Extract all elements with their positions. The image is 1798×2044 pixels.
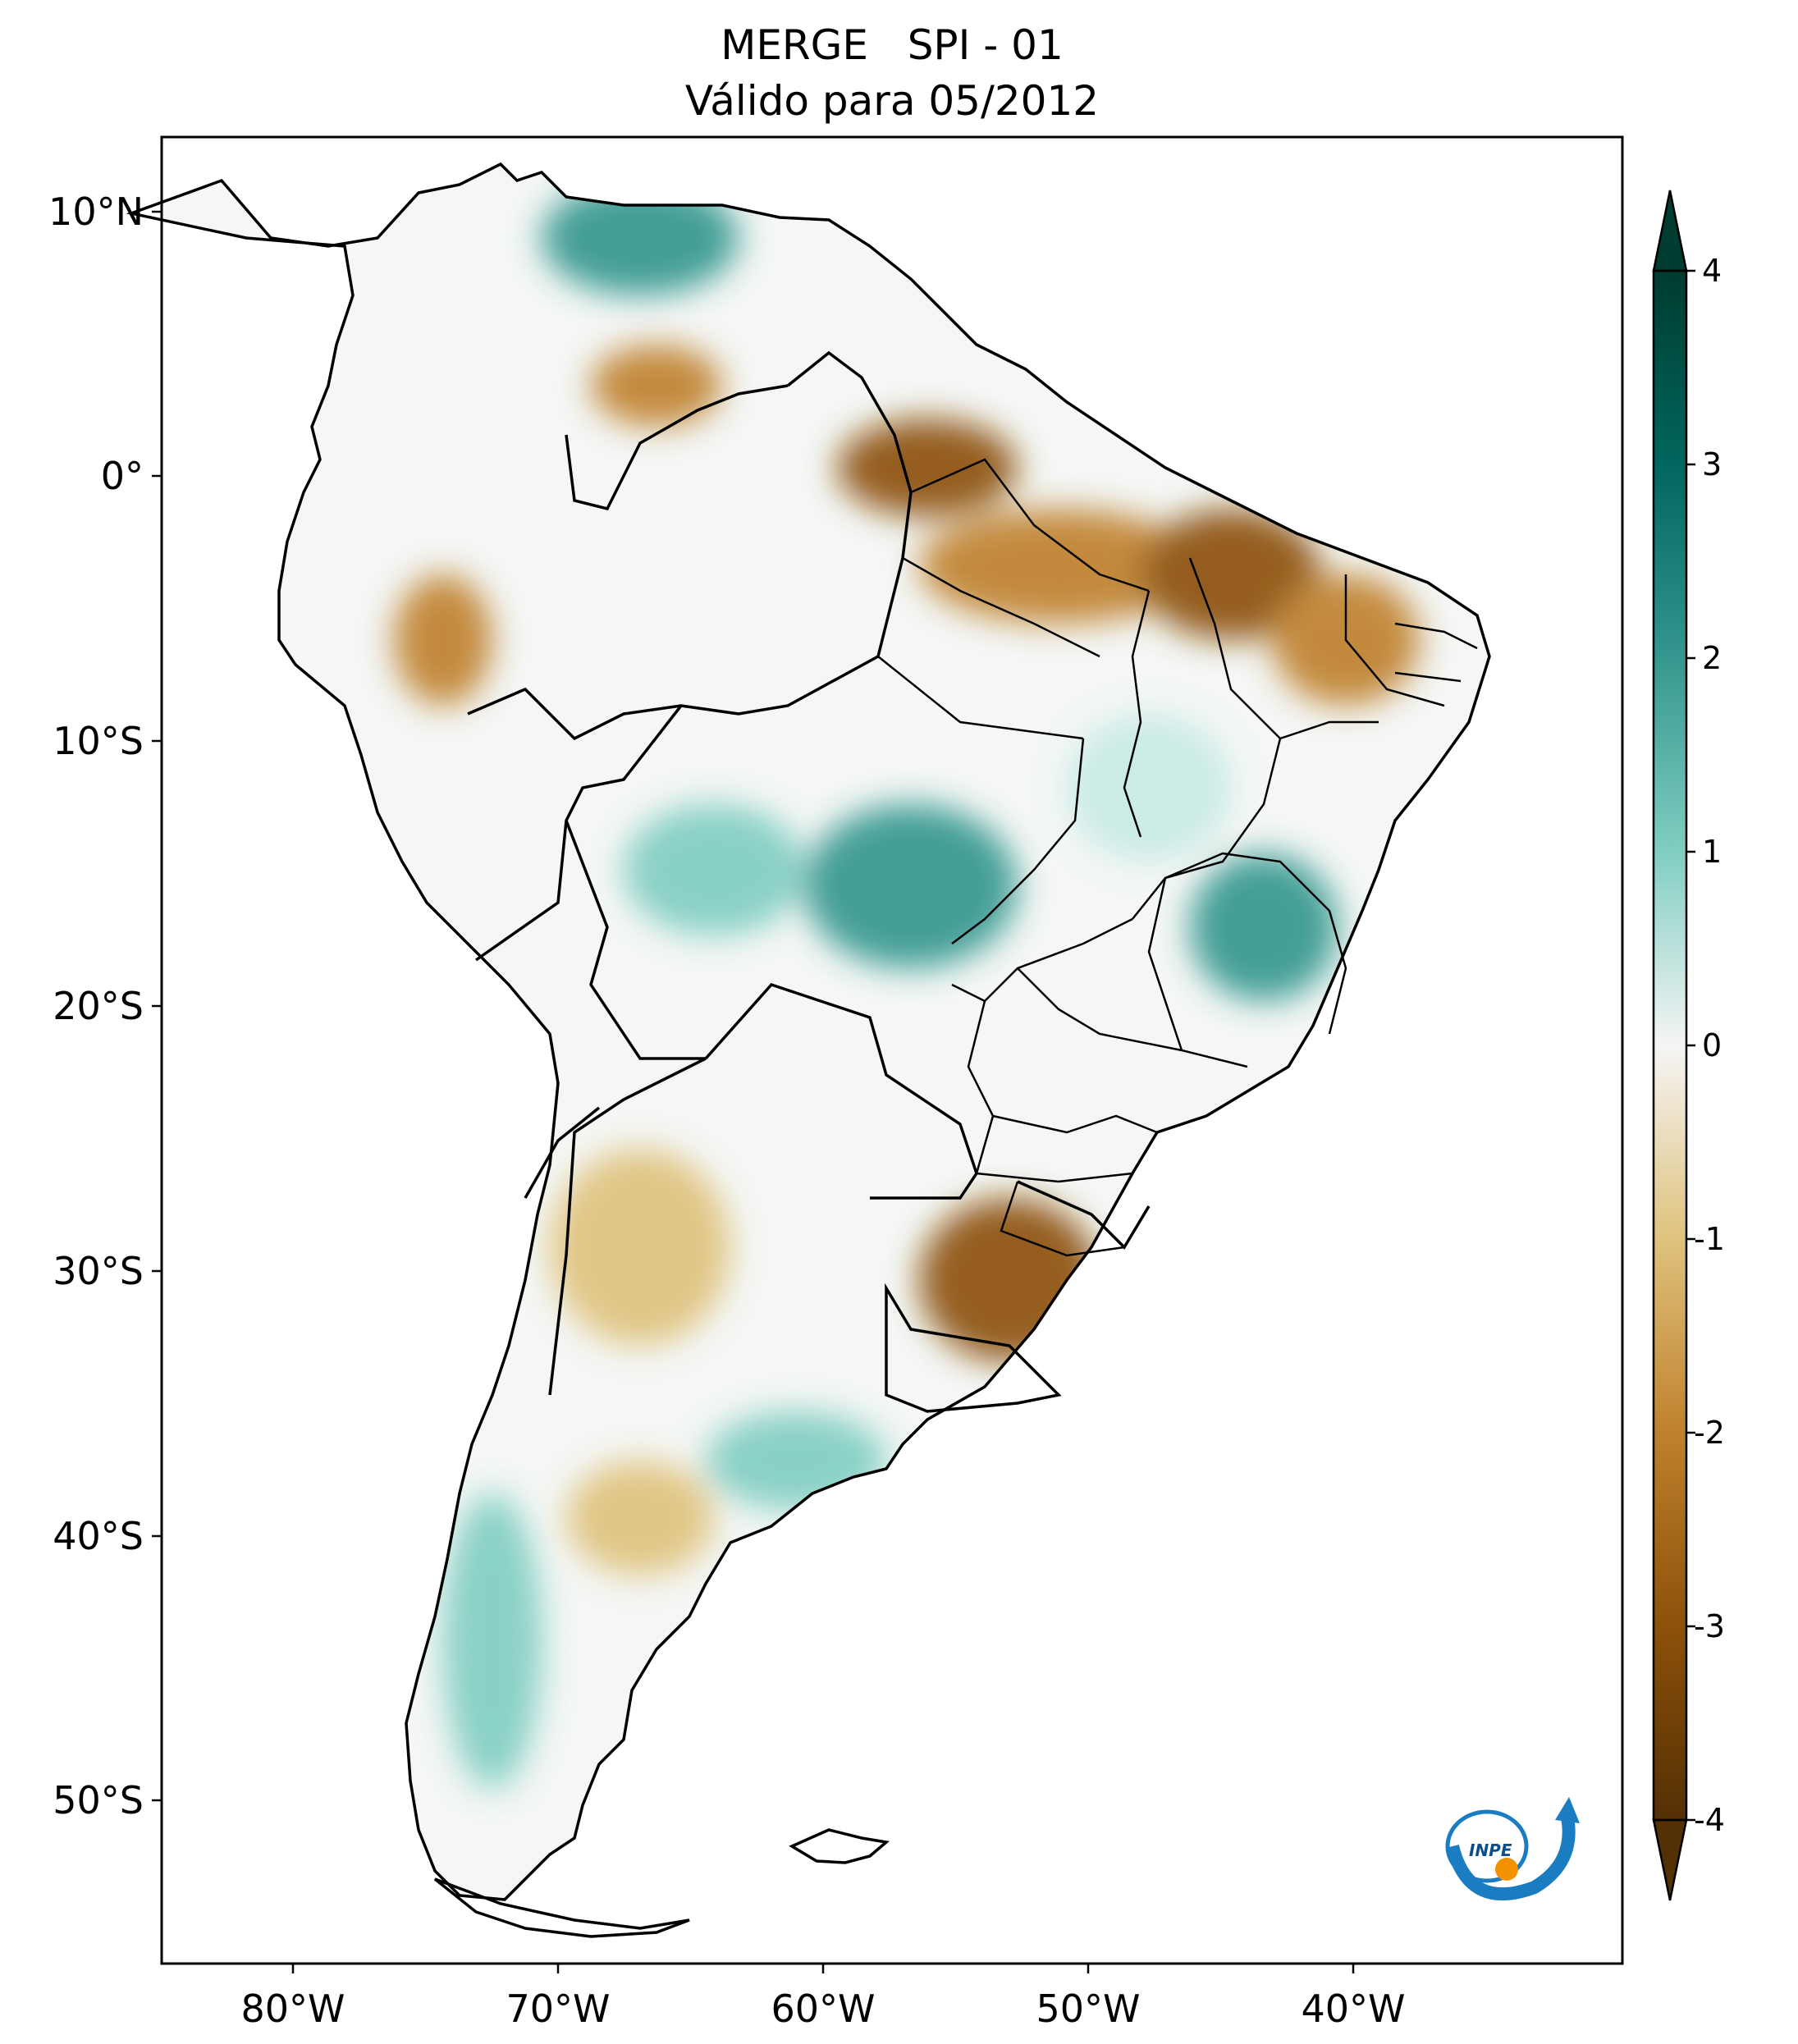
dry-anomaly-para [919,509,1198,624]
tierra-del-fuego [433,1877,690,1938]
colorbar-tick-label: -2 [1694,1415,1725,1451]
lon-tick-label: 50°W [1036,1987,1140,2031]
falkland-islands [789,1828,890,1864]
dry-anomaly-argentina-north [550,1149,730,1346]
logo-sun-icon [1495,1858,1518,1881]
lat-tick-label: 50°S [53,1778,144,1822]
lat-tick-label: 10°N [48,190,144,234]
wet-anomaly-venezuela [542,181,739,295]
wet-anomaly-goias [1067,714,1231,862]
longitude-ticks: 80°W 70°W 60°W 50°W 40°W [240,1964,1406,2031]
chart-title: MERGE SPI - 01 [721,21,1064,69]
logo-arrow-icon [1555,1797,1580,1823]
lon-tick-label: 60°W [771,1987,875,2031]
lon-tick-label: 70°W [506,1987,610,2031]
colorbar-tick-label: 2 [1702,640,1722,676]
dry-anomaly-north [837,418,1018,517]
continent-coastline [126,162,1491,1901]
colorbar-tick-label: 0 [1702,1027,1722,1063]
lat-tick-label: 20°S [53,984,144,1028]
lon-tick-label: 40°W [1301,1987,1405,2031]
country-borders [467,350,1151,1413]
colorbar-extend-max [1652,190,1688,272]
colorbar-tick-label: 3 [1702,446,1722,482]
lon-tick-label: 80°W [240,1987,345,2031]
dry-anomaly-northeast [1141,509,1321,640]
lat-tick-label: 40°S [53,1514,144,1558]
chart-subtitle: Válido para 05/2012 [684,77,1100,125]
colorbar-body [1654,271,1686,1820]
wet-anomaly-minas-gerais [1190,853,1338,1001]
colorbar-tick-label: -1 [1694,1221,1725,1257]
logo-text: INPE [1469,1841,1512,1860]
wet-anomaly-chile-south [443,1493,542,1789]
colorbar-tick-label: -4 [1694,1802,1725,1838]
colorbar-tick-label: 4 [1702,253,1722,289]
dry-anomaly-peru [394,574,492,706]
dry-anomaly-colombia [591,345,722,427]
latitude-ticks: 10°N 0° 10°S 20°S 30°S 40°S 50°S [48,190,162,1822]
dry-anomaly-patagonia [566,1461,714,1575]
islands [433,1828,890,1938]
colorbar: 4 3 2 1 0 -1 -2 -3 -4 [1652,190,1725,1901]
colorbar-tick-label: -3 [1694,1608,1725,1644]
inpe-logo: INPE [1445,1797,1580,1901]
map-frame [160,135,1624,1965]
lat-tick-label: 0° [101,454,144,498]
wet-anomaly-mato-grosso [804,804,1018,968]
wet-anomaly-bolivia [624,804,804,935]
lat-tick-label: 10°S [53,719,144,763]
state-borders [877,458,1478,1257]
lat-tick-label: 30°S [53,1249,144,1293]
logo-orbit [1445,1809,1529,1883]
colorbar-extend-min [1652,1818,1688,1901]
logo-swoosh [1446,1816,1576,1901]
colorbar-tick-label: 1 [1702,834,1722,870]
